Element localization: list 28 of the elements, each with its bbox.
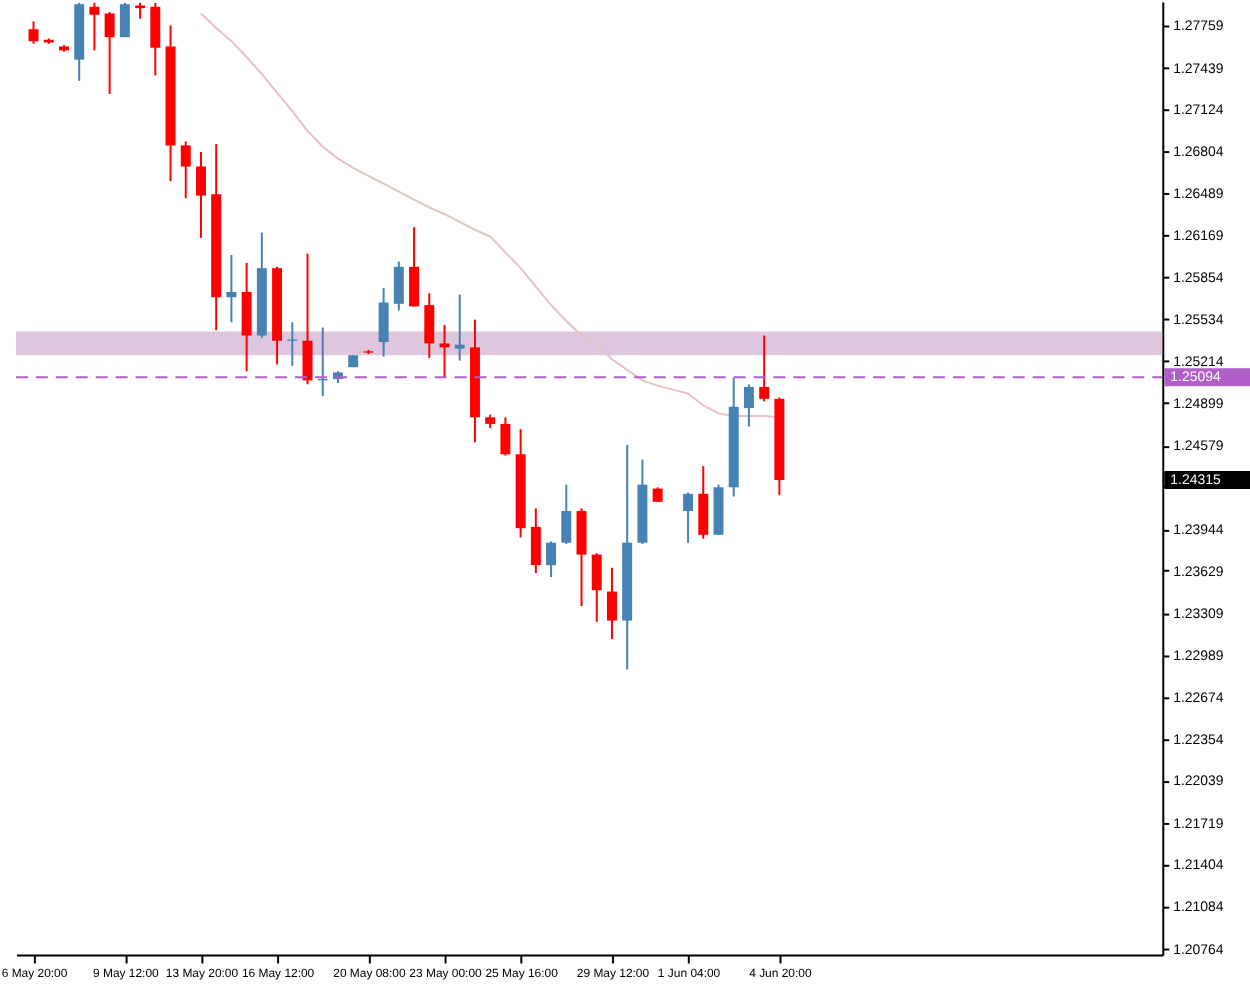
- candlestick: [150, 1, 161, 77]
- candlestick: [119, 1, 130, 39]
- candlestick: [743, 383, 754, 428]
- candlestick: [530, 507, 541, 575]
- candlestick: [759, 334, 770, 403]
- candlestick: [89, 1, 100, 52]
- candlestick: [241, 261, 252, 373]
- candlestick: [195, 151, 206, 239]
- candlestick: [180, 140, 191, 200]
- candlestick: [378, 286, 389, 358]
- candlestick: [393, 260, 404, 312]
- candlestick: [591, 552, 602, 623]
- candlestick: [561, 483, 572, 546]
- candlestick: [226, 253, 237, 324]
- candlestick: [439, 323, 450, 379]
- candlestick: [546, 540, 557, 579]
- candlestick: [698, 465, 709, 540]
- candlestick: [606, 566, 617, 641]
- candlestick: [409, 226, 420, 308]
- candlestick: [500, 416, 511, 457]
- candlestick: [683, 491, 694, 544]
- candlestick: [454, 293, 465, 362]
- candlestick: [287, 321, 298, 367]
- candlestick: [713, 483, 724, 536]
- candlestick: [576, 507, 587, 608]
- candlestick: [104, 11, 115, 95]
- candlestick: [28, 20, 39, 45]
- candlestick: [424, 292, 435, 359]
